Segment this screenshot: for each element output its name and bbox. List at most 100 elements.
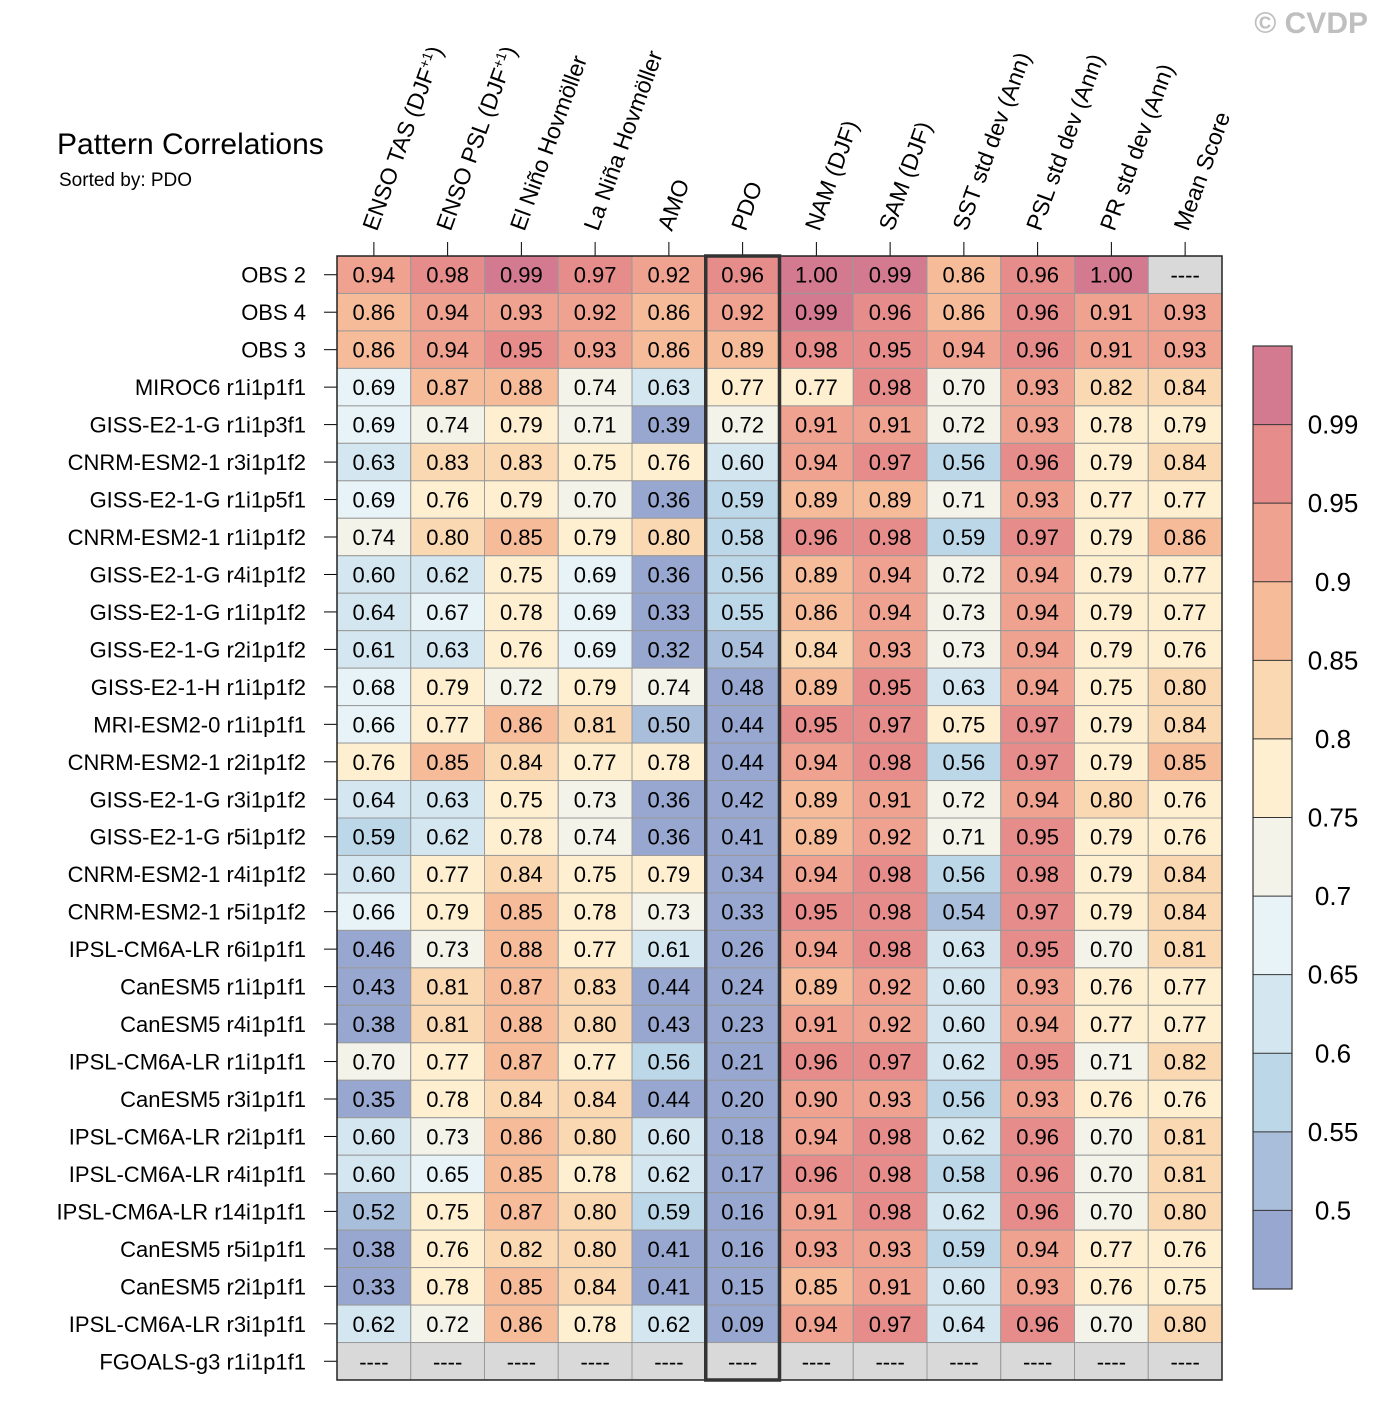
heatmap-cell [1000,1079,1075,1119]
cell-value: ---- [1097,1349,1126,1374]
cell-value: 0.52 [352,1199,395,1224]
row-label: GISS-E2-1-G r2i1p1f2 [90,637,306,662]
cell-value: 0.84 [500,1087,543,1112]
heatmap-cell [779,1117,854,1156]
cell-value: 0.79 [1090,637,1133,662]
heatmap-cell [926,517,1002,557]
cell-value: 0.70 [574,488,617,513]
cell-value: 0.76 [1164,1087,1207,1112]
heatmap-cell [336,929,412,969]
heatmap-cell [1147,967,1223,1006]
cell-value: 0.36 [647,488,690,513]
column-label: AMO [652,176,694,234]
cell-value: 0.94 [869,600,912,625]
row-label: IPSL-CM6A-LR r4i1p1f1 [69,1162,306,1187]
cell-value: 0.86 [942,300,985,325]
cell-value: 0.75 [574,862,617,887]
heatmap-cell [779,929,854,969]
heatmap-cell [557,330,633,369]
heatmap-cell [1074,1229,1149,1269]
cell-value: 0.59 [721,488,764,513]
cell-value: 0.79 [1090,525,1133,550]
heatmap-cell [779,780,854,819]
cell-value: 0.56 [942,862,985,887]
cell-value: 0.96 [721,263,764,288]
heatmap-cell [557,1192,633,1231]
cell-value: 0.92 [721,300,764,325]
heatmap-cell [484,892,559,931]
cell-value: 0.60 [942,975,985,1000]
heatmap-cell [557,292,633,332]
cell-value: 0.97 [1016,525,1059,550]
cell-value: 0.76 [1164,637,1207,662]
colorbar-box [1253,974,1292,1054]
cell-value: 0.62 [647,1312,690,1337]
heatmap-cell [410,1004,485,1044]
cell-value: 0.66 [352,712,395,737]
cell-value: 0.91 [1090,300,1133,325]
row-label: CanESM5 r2i1p1f1 [120,1274,306,1299]
heatmap-cell [1074,967,1149,1006]
cell-value: ---- [1170,263,1199,288]
cell-value: 0.33 [352,1274,395,1299]
heatmap-cell [1000,630,1075,669]
heatmap-cell [410,705,485,744]
heatmap-cell [852,255,928,294]
row-label: GISS-E2-1-G r1i1p1f2 [90,600,306,625]
cell-value: 0.84 [500,750,543,775]
heatmap-cell [1000,817,1075,856]
cell-value: 0.92 [869,975,912,1000]
cell-value: 0.94 [1016,787,1059,812]
cell-value: 0.97 [869,1050,912,1075]
cell-value: 0.77 [574,750,617,775]
cell-value: 0.94 [1016,637,1059,662]
row-label: OBS 3 [241,338,306,363]
heatmap-cell [557,367,633,407]
colorbar-label: 0.9 [1315,567,1351,597]
cell-value: 0.85 [500,1274,543,1299]
cell-value: 0.59 [647,1199,690,1224]
heatmap-cell [705,742,780,782]
heatmap-cell [779,705,854,744]
heatmap-cell [705,517,780,557]
cell-value: 0.78 [500,600,543,625]
colorbar-label: 0.5 [1315,1195,1351,1225]
colorbar-frame [1252,345,1293,1290]
cell-value: 0.79 [500,413,543,438]
heatmap-cell [336,330,412,369]
cell-value: 0.50 [647,712,690,737]
cell-value: 0.69 [352,413,395,438]
heatmap-cell [410,255,485,294]
cell-value: 0.75 [426,1199,469,1224]
cell-value: 0.77 [1164,488,1207,513]
heatmap-cell [410,1042,485,1081]
cell-value: 0.94 [795,862,838,887]
heatmap-cell [336,592,412,632]
cell-value: 0.79 [500,488,543,513]
cell-value: 0.34 [721,862,764,887]
cell-value: 0.94 [1016,1237,1059,1262]
cell-value: 0.62 [426,562,469,587]
cell-value: 0.16 [721,1237,764,1262]
cell-value: 0.77 [1164,1012,1207,1037]
heatmap-cell [631,1192,707,1231]
heatmap-cell [410,1079,485,1119]
cell-value: 0.43 [352,975,395,1000]
cell-value: 0.20 [721,1087,764,1112]
cell-value: 0.85 [500,900,543,925]
heatmap-cell [631,592,707,632]
cell-value: ---- [359,1349,388,1374]
column-label: PDO [726,178,767,234]
heatmap-cell [1000,1304,1075,1344]
heatmap-cell [1074,592,1149,632]
heatmap-cell [336,442,412,482]
heatmap-cell [852,1154,928,1194]
cell-value: 0.76 [352,750,395,775]
cell-value: 0.82 [500,1237,543,1262]
cell-value: 0.79 [426,675,469,700]
cell-value: 0.56 [942,750,985,775]
cell-value: 0.84 [1164,862,1207,887]
heatmap-cell [484,667,559,707]
cell-value: 0.78 [426,1087,469,1112]
heatmap-cell [1000,405,1075,444]
